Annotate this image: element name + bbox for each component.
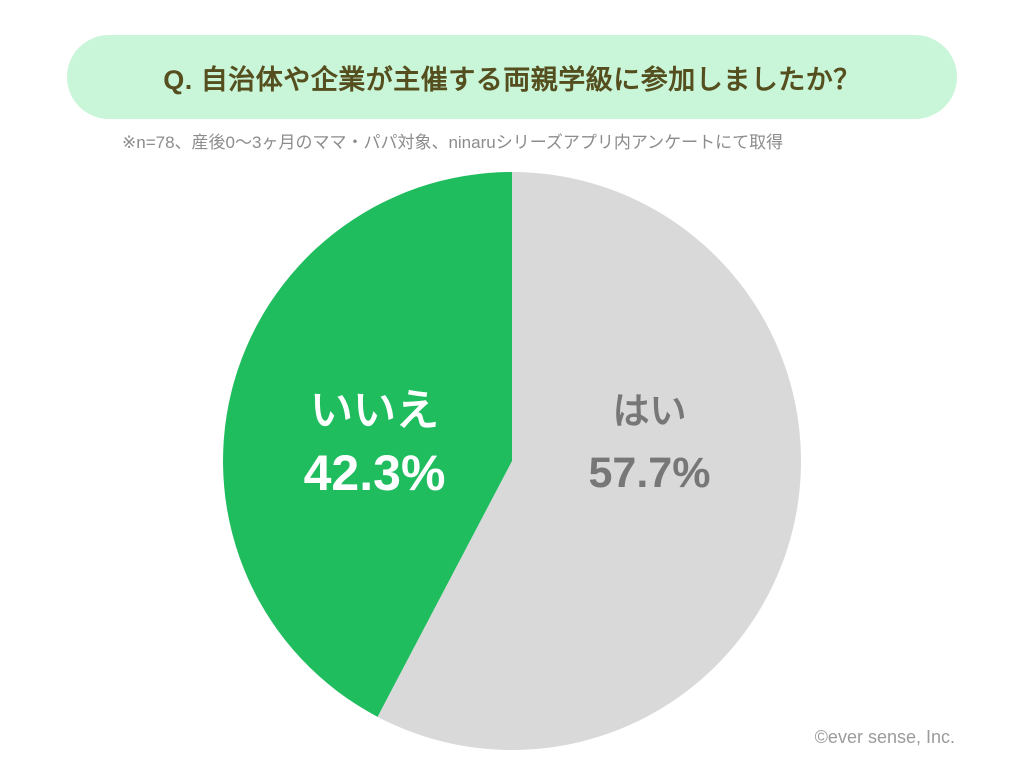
pie-slice-group-1 xyxy=(377,172,801,750)
slice-value: 57.7 xyxy=(589,449,673,497)
survey-note: ※n=78、産後0〜3ヶ月のママ・パパ対象、ninaruシリーズアプリ内アンケー… xyxy=(122,133,784,152)
copyright-text: ©ever sense, Inc. xyxy=(814,727,955,747)
question-banner: Q. 自治体や企業が主催する両親学級に参加しましたか？ xyxy=(67,35,957,119)
slice-unit: % xyxy=(401,445,445,501)
pie-slice-1 xyxy=(377,172,801,750)
pie-slice-group-2 xyxy=(222,172,512,717)
slice-label: はい xyxy=(612,391,686,432)
chart-title: Q. 自治体や企業が主催する両親学級に参加しましたか？ xyxy=(163,64,861,95)
pie-chart: はい 57.7% いいえ 42.3% xyxy=(222,172,801,750)
pie-slice-2 xyxy=(222,172,512,717)
slice-percentage: 57.7% xyxy=(589,449,711,497)
slice-unit: % xyxy=(672,449,710,497)
slice-value: 42.3 xyxy=(304,445,401,501)
slice-label-group-1: はい 57.7% xyxy=(589,391,711,498)
slice-percentage: 42.3% xyxy=(304,445,446,501)
slice-label: いいえ xyxy=(310,387,439,435)
slice-label-group-2: いいえ 42.3% xyxy=(304,387,446,501)
